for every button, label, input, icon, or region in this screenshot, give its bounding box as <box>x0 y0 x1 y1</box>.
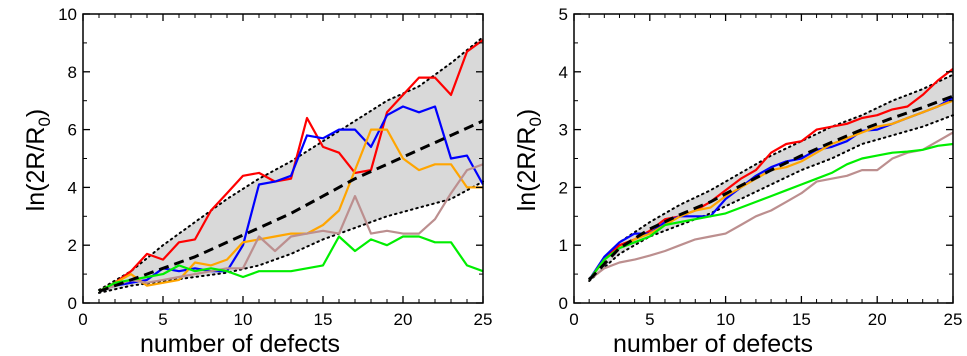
left-ylabel-sub: 0 <box>35 117 54 126</box>
right-series-mean <box>588 94 954 281</box>
right-series-green <box>588 142 954 281</box>
right-ytick-label: 3 <box>559 121 568 140</box>
right-ytick-label: 5 <box>559 5 568 24</box>
left-ytick-label: 6 <box>68 121 77 140</box>
left-ylabel: ln(2R/R0) <box>22 109 54 212</box>
left-band-upper-edge <box>98 36 484 291</box>
left-ytick-label: 8 <box>68 63 77 82</box>
left-plot-area: 0 5 10 15 20 25 0 2 4 6 8 10 <box>58 5 492 329</box>
left-ytick-label: 0 <box>68 294 77 313</box>
left-xtick-label: 25 <box>474 310 493 329</box>
right-ylabel-end: ) <box>513 109 541 117</box>
right-panel: 0 5 10 15 20 25 0 1 2 3 4 5 number of defects ln(2R… <box>513 5 962 356</box>
right-ylabel-base: ln(2R/R <box>513 127 541 212</box>
left-band <box>99 37 483 293</box>
left-xtick-label: 20 <box>394 310 413 329</box>
left-ytick-label: 10 <box>58 5 77 24</box>
left-series-orange <box>98 128 483 293</box>
right-xtick-label: 0 <box>569 310 578 329</box>
right-xlabel: number of defects <box>613 330 813 356</box>
right-series-rosybrown <box>588 131 954 281</box>
right-ytick-label: 4 <box>559 63 568 82</box>
right-xtick-label: 15 <box>792 310 811 329</box>
right-ytick-label: 1 <box>559 236 568 255</box>
right-band <box>589 74 953 281</box>
left-ytick-label: 2 <box>68 236 77 255</box>
right-ytick-label: 0 <box>559 294 568 313</box>
right-xtick-label: 20 <box>868 310 887 329</box>
left-series-rosybrown <box>98 163 484 293</box>
left-xlabel: number of defects <box>140 330 340 356</box>
left-xtick-label: 5 <box>158 310 167 329</box>
left-series-mean <box>98 119 484 293</box>
right-ytick-label: 2 <box>559 178 568 197</box>
left-xtick-label: 10 <box>234 310 253 329</box>
right-xtick-label: 5 <box>645 310 654 329</box>
left-series-green <box>98 235 484 293</box>
right-band-upper-edge <box>588 73 954 280</box>
left-ylabel-base: ln(2R/R <box>22 127 50 212</box>
left-band-lower-edge <box>98 180 484 294</box>
right-xtick-label: 10 <box>716 310 735 329</box>
left-ytick-label: 4 <box>68 178 77 197</box>
right-plot-area: 0 5 10 15 20 25 0 1 2 3 4 5 <box>559 5 963 329</box>
right-ylabel: ln(2R/R0) <box>513 109 545 212</box>
right-ylabel-sub: 0 <box>526 117 545 126</box>
left-panel: 0 5 10 15 20 25 0 2 4 6 8 10 number of defects ln(2… <box>22 5 492 356</box>
right-series-red <box>588 68 954 281</box>
left-xtick-label: 15 <box>314 310 333 329</box>
right-xtick-label: 25 <box>944 310 963 329</box>
left-series-red <box>98 39 484 293</box>
left-xtick-label: 0 <box>78 310 87 329</box>
left-ylabel-end: ) <box>22 109 50 117</box>
